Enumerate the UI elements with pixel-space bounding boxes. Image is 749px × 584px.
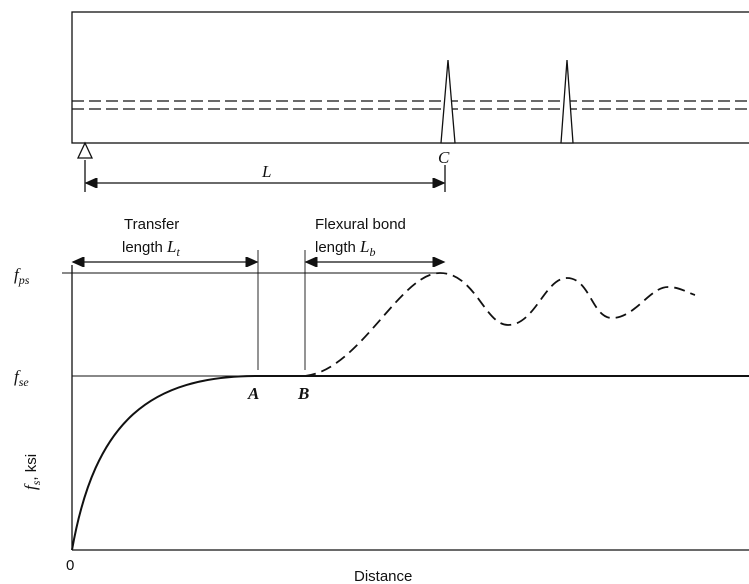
subscript: ps [18, 273, 30, 287]
fse-label: fse [14, 367, 29, 389]
flexural-label: Flexural bond [315, 216, 406, 233]
transfer-label: length Lt [122, 237, 181, 259]
flexural-label: length Lb [315, 237, 376, 259]
crack [560, 59, 574, 144]
peak-stress-curve [304, 272, 696, 377]
symbol: f [14, 265, 21, 284]
transfer-label: Transfer [124, 216, 179, 233]
symbol: f [14, 367, 21, 386]
stress-curve [71, 375, 749, 551]
subscript: b [370, 245, 376, 259]
symbol: f [21, 483, 40, 490]
point-a: A [247, 384, 259, 403]
text: length [122, 239, 163, 256]
crack [440, 59, 456, 144]
symbol: L [166, 237, 176, 256]
subscript: s [29, 480, 43, 485]
subscript: se [19, 375, 30, 389]
point-b: B [297, 384, 309, 403]
span-label: L [261, 162, 271, 181]
x-axis-label: Distance [354, 568, 412, 584]
fps-label: fps [14, 265, 30, 287]
unit: , ksi [23, 454, 40, 481]
section-label: C [438, 148, 450, 167]
beam [71, 11, 749, 144]
subscript: t [177, 245, 181, 259]
origin-label: 0 [66, 557, 74, 574]
support [76, 141, 94, 159]
symbol: L [359, 237, 369, 256]
text: length [315, 239, 356, 256]
y-axis-label: fs, ksi [21, 454, 43, 490]
